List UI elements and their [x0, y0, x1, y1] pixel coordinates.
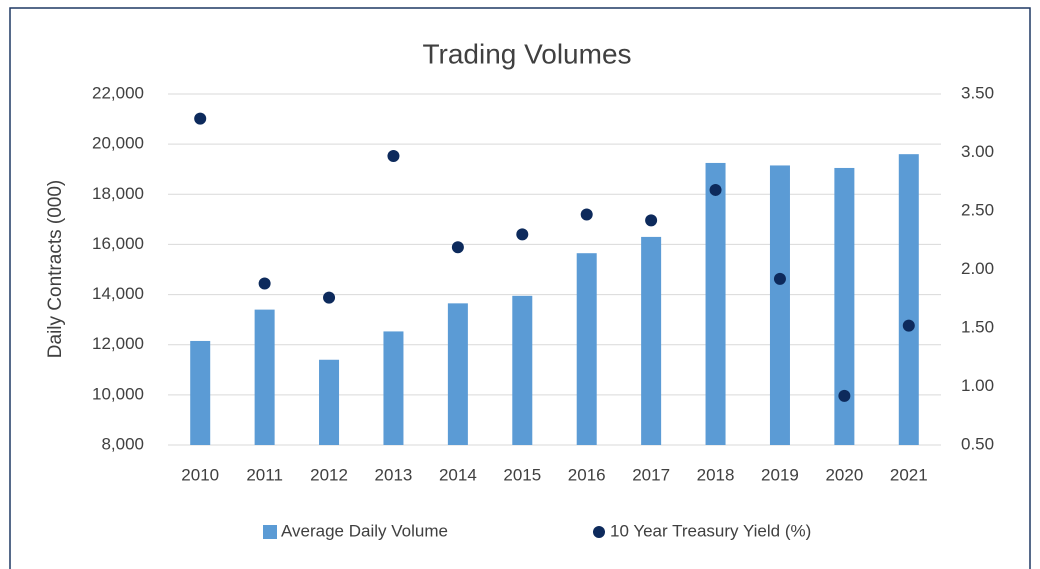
y-tick-label: 22,000 [92, 83, 144, 102]
y-tick-label: 8,000 [101, 434, 144, 453]
y2-tick-label: 3.50 [961, 83, 994, 102]
point [580, 208, 593, 221]
y2-tick-label: 2.50 [961, 200, 994, 219]
legend-swatch [263, 525, 277, 539]
point [773, 272, 786, 285]
y2-tick-label: 1.00 [961, 376, 994, 395]
bar [254, 309, 275, 445]
legend-swatch [593, 526, 605, 538]
point [387, 150, 400, 163]
bar [705, 162, 726, 446]
x-tick-label: 2021 [890, 465, 928, 484]
y-tick-label: 14,000 [92, 284, 144, 303]
y2-tick-label: 2.00 [961, 259, 994, 278]
bar [383, 331, 404, 445]
x-tick-label: 2018 [697, 465, 735, 484]
point [516, 228, 529, 241]
y2-tick-label: 3.00 [961, 142, 994, 161]
point [709, 183, 722, 196]
bar [447, 303, 468, 445]
y2-tick-label: 1.50 [961, 317, 994, 336]
y-tick-label: 10,000 [92, 384, 144, 403]
bar [319, 359, 340, 445]
point [258, 277, 271, 290]
point [645, 214, 658, 227]
x-tick-label: 2012 [310, 465, 348, 484]
y-tick-label: 18,000 [92, 184, 144, 203]
bar [576, 253, 597, 445]
x-tick-label: 2010 [181, 465, 219, 484]
x-tick-label: 2015 [503, 465, 541, 484]
bar [769, 165, 790, 446]
y-tick-label: 16,000 [92, 234, 144, 253]
bar [898, 154, 919, 445]
point [902, 319, 915, 332]
bar [641, 236, 662, 445]
bar [190, 340, 211, 445]
legend-label: 10 Year Treasury Yield (%) [610, 521, 811, 540]
x-tick-label: 2011 [246, 465, 283, 484]
y-axis-label: Daily Contracts (000) [45, 180, 66, 358]
x-tick-label: 2020 [825, 465, 863, 484]
point [838, 389, 851, 402]
point [194, 112, 207, 125]
bar [512, 295, 533, 445]
chart-title: Trading Volumes [422, 38, 631, 69]
x-tick-label: 2014 [439, 465, 477, 484]
y2-tick-label: 0.50 [961, 434, 994, 453]
point [323, 291, 336, 304]
x-tick-label: 2017 [632, 465, 670, 484]
point [451, 241, 464, 254]
x-tick-label: 2019 [761, 465, 799, 484]
legend-label: Average Daily Volume [281, 521, 448, 540]
y-tick-label: 20,000 [92, 134, 144, 153]
chart-border [9, 7, 1031, 569]
bar [834, 167, 855, 446]
x-tick-label: 2013 [375, 465, 413, 484]
x-tick-label: 2016 [568, 465, 606, 484]
y-tick-label: 12,000 [92, 334, 144, 353]
